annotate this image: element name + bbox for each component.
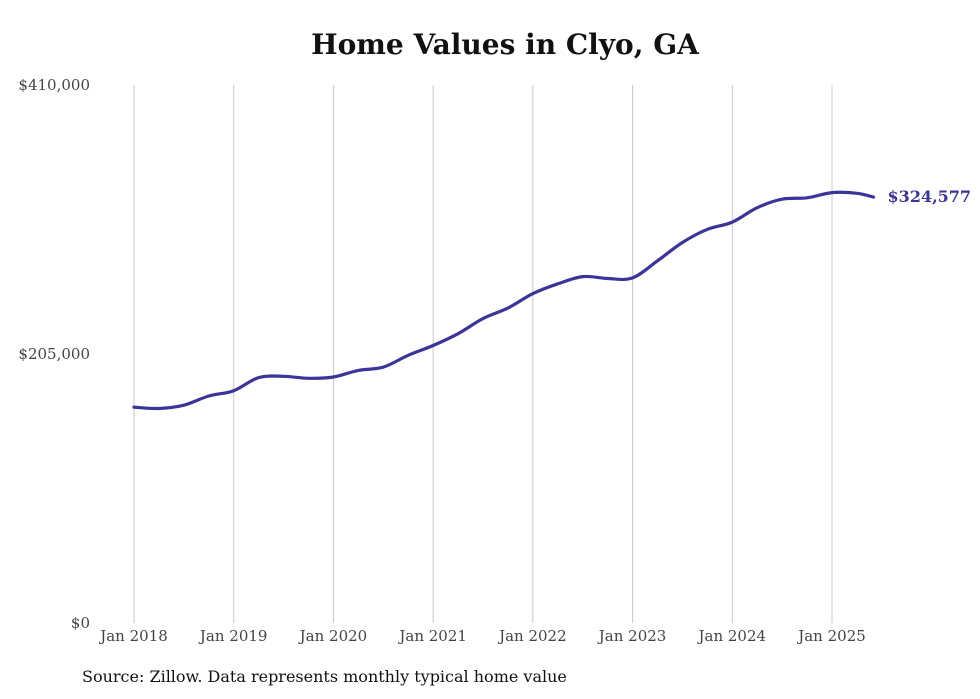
x-tick-label: Jan 2018 [98,627,168,645]
series-line [132,190,876,411]
series-layer: $324,577 [132,187,972,411]
x-tick-label: Jan 2019 [198,627,268,645]
x-tick-label: Jan 2021 [397,627,467,645]
gridlines [133,85,833,623]
x-tick-label: Jan 2024 [697,627,767,645]
y-tick-label: $205,000 [18,345,90,363]
x-tick-label: Jan 2025 [796,627,866,645]
x-tick-label: Jan 2022 [497,627,567,645]
y-axis-ticks: $0 $205,000 $410,000 [18,76,90,632]
y-tick-label: $410,000 [18,76,90,94]
end-value-label: $324,577 [888,187,972,206]
x-tick-label: Jan 2023 [597,627,667,645]
y-tick-label: $0 [71,614,90,632]
source-note: Source: Zillow. Data represents monthly … [82,667,567,686]
chart-title: Home Values in Clyo, GA [311,28,699,61]
x-axis-ticks: Jan 2018 Jan 2019 Jan 2020 Jan 2021 Jan 2022… [98,627,866,645]
x-tick-label: Jan 2020 [298,627,368,645]
